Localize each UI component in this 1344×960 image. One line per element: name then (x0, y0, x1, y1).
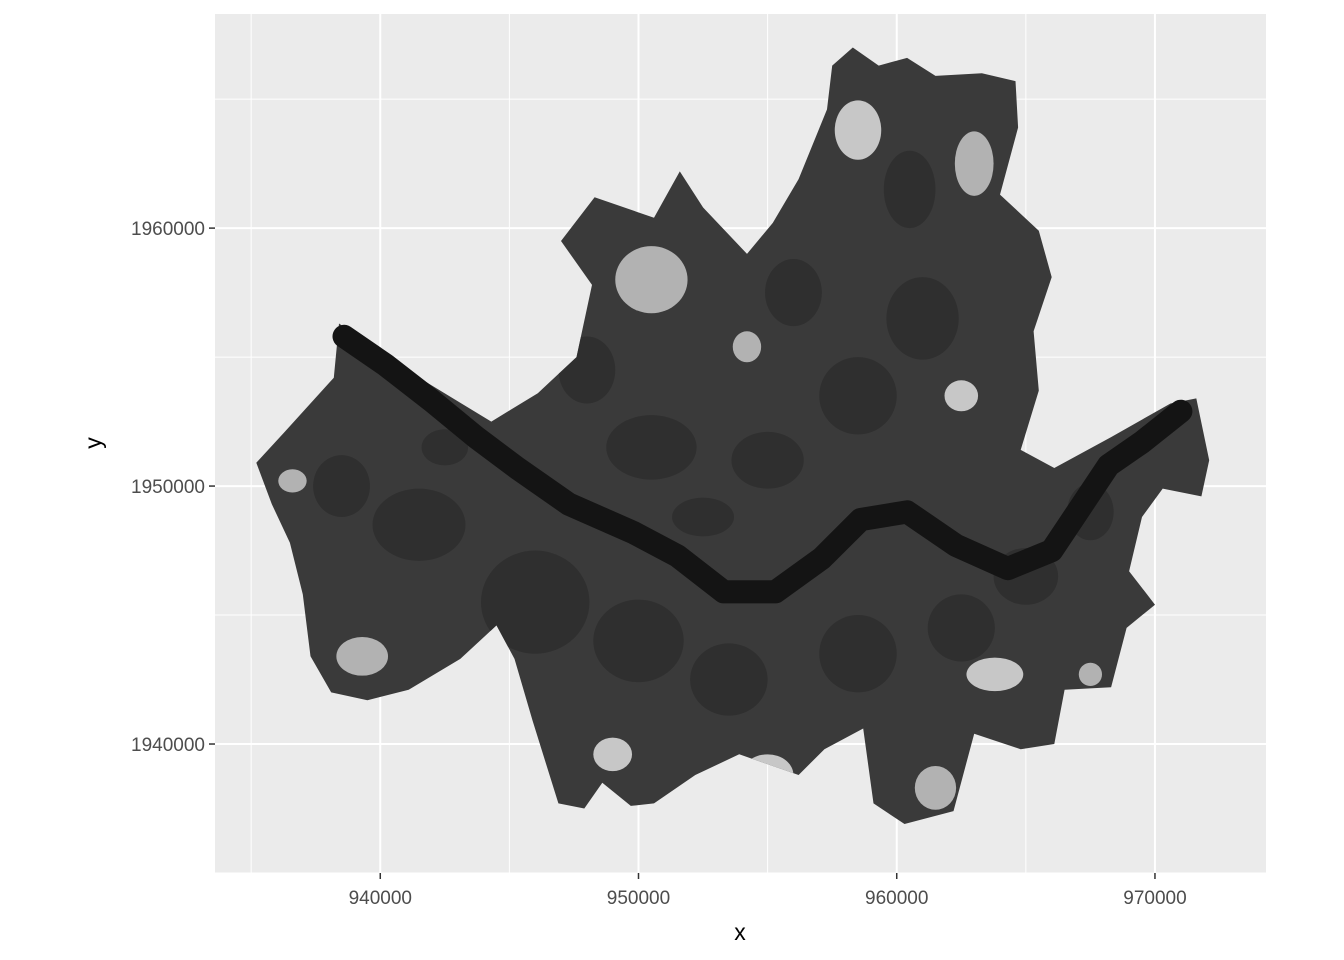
y-tick-label: 1940000 (131, 735, 205, 756)
urban-area (819, 357, 897, 435)
urban-area (886, 277, 959, 360)
urban-area (421, 429, 469, 466)
urban-area (372, 488, 466, 561)
urban-area (606, 415, 697, 480)
vegetation-area (914, 765, 957, 810)
urban-area (593, 599, 684, 683)
y-tick-label: 1950000 (131, 477, 205, 498)
vegetation-area (615, 246, 688, 314)
vegetation-area (834, 100, 882, 160)
urban-area (883, 150, 936, 229)
urban-area (765, 259, 822, 327)
x-tick-label: 940000 (349, 888, 412, 909)
vegetation-area (954, 131, 994, 196)
raster-layer (256, 47, 1210, 824)
vegetation-area (966, 657, 1024, 692)
vegetation-area (944, 380, 979, 412)
urban-area (731, 431, 804, 489)
x-axis: 940000 950000 960000 970000 (349, 873, 1187, 909)
vegetation-area (732, 331, 762, 363)
river (332, 324, 1193, 604)
urban-area (313, 455, 370, 518)
vegetation-area (336, 636, 389, 676)
urban-area (927, 594, 995, 662)
urban-area (690, 643, 768, 716)
y-tick-label: 1960000 (131, 219, 205, 240)
x-tick-label: 960000 (865, 888, 928, 909)
x-tick-label: 950000 (607, 888, 670, 909)
urban-area (819, 615, 897, 693)
vegetation-area (1078, 662, 1103, 686)
raster-detail (278, 100, 1114, 810)
y-axis-title: y (80, 437, 106, 449)
urban-area (480, 550, 590, 654)
y-axis: 1940000 1950000 1960000 (131, 219, 215, 756)
x-axis-title: x (734, 919, 746, 945)
vegetation-area (278, 469, 307, 493)
vegetation-area (593, 737, 633, 772)
urban-area (672, 497, 735, 537)
x-tick-label: 970000 (1123, 888, 1186, 909)
